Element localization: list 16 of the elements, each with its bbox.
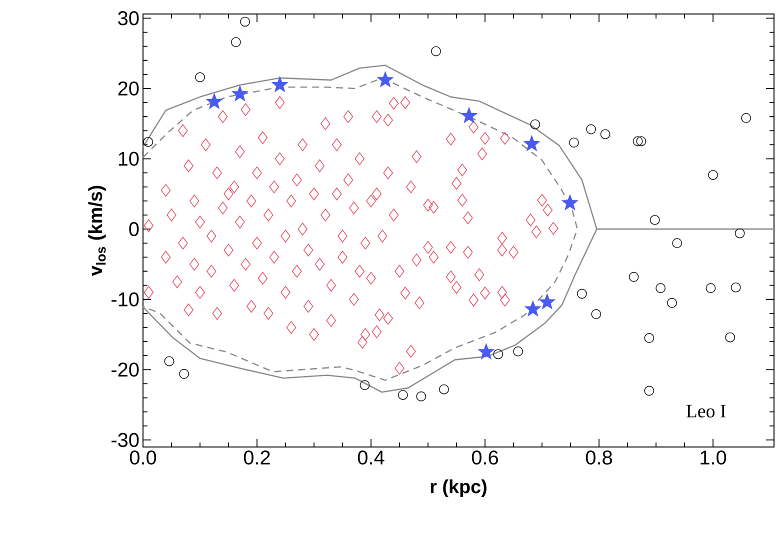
x-tick-label: 0.2 xyxy=(244,450,270,465)
annotation: Leo I xyxy=(686,404,726,418)
y-tick-label: -30 xyxy=(112,432,139,448)
y-tick-label: 0 xyxy=(129,222,139,236)
y-axis-title: v$_{los}$ (km/s) xyxy=(88,186,106,276)
x-tick-label: 0.8 xyxy=(586,450,612,465)
y-tick-label: -10 xyxy=(112,292,139,306)
x-axis-title: r (kpc) xyxy=(430,479,486,498)
y-tick-label: 10 xyxy=(118,152,139,166)
x-tick-label: 1.0 xyxy=(700,450,726,465)
y-tick-label: 20 xyxy=(118,81,139,96)
x-tick-label: 0.6 xyxy=(472,450,498,465)
x-tick-label: 0.0 xyxy=(130,450,156,465)
x-tick-label: 0.4 xyxy=(358,450,384,465)
y-tick-label: 30 xyxy=(118,11,139,26)
y-tick-label: -20 xyxy=(112,362,139,377)
